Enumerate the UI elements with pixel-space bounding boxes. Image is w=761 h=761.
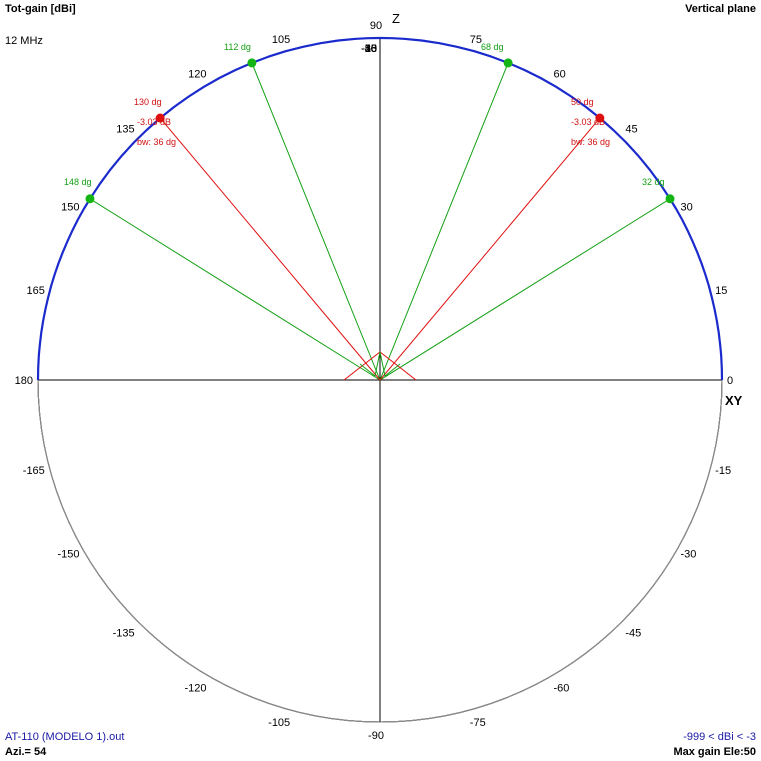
angle-tick-label: 75	[470, 34, 482, 46]
beamwidth-label: 130 dg	[134, 97, 162, 107]
angle-tick-label: 15	[715, 285, 727, 297]
half-power-point	[247, 58, 257, 68]
axis-labels: Z XY	[392, 11, 743, 408]
z-axis-label: Z	[392, 11, 400, 26]
angle-tick-label: -75	[470, 717, 486, 729]
azimuth-label: Azi.= 54	[5, 746, 47, 758]
marker-lines	[89, 62, 671, 381]
tick-labels: 0153045607590105120135150165180-165-150-…	[15, 20, 733, 742]
half-power-point	[503, 58, 513, 68]
radial-tick-label: 0	[371, 43, 377, 55]
gain-pattern	[36, 36, 724, 381]
half-power-point	[665, 194, 675, 204]
angle-tick-label: -30	[681, 549, 697, 561]
angle-tick-label: 105	[272, 34, 290, 46]
angle-tick-label: -135	[113, 627, 135, 639]
beamwidth-line	[159, 117, 381, 381]
radial-tick-label: -10	[361, 43, 377, 55]
half-power-label: 32 dg	[642, 177, 665, 187]
angle-tick-label: -165	[23, 465, 45, 477]
angle-tick-label: 60	[554, 68, 566, 80]
angle-tick-label: -120	[184, 683, 206, 695]
beamwidth-point	[595, 113, 605, 123]
half-power-line	[251, 62, 381, 381]
angle-tick-label: 45	[625, 124, 637, 136]
angle-tick-label: 0	[727, 375, 733, 387]
radial-tick-label: -6	[367, 43, 377, 55]
max-gain-label: Max gain Ele:50	[673, 746, 756, 758]
radial-tick-label: -30	[361, 43, 377, 55]
radial-tick-label: -40	[361, 43, 377, 55]
plane-label: Vertical plane	[685, 3, 756, 15]
marker-points	[85, 58, 675, 204]
angle-tick-label: -60	[554, 683, 570, 695]
angle-tick-label: -15	[715, 465, 731, 477]
angle-tick-label: 150	[61, 202, 79, 214]
half-power-line	[89, 198, 381, 381]
null-marker-green	[359, 351, 401, 377]
half-power-label: 68 dg	[481, 42, 504, 52]
beamwidth-point	[155, 113, 165, 123]
radial-tick-label: -50	[361, 43, 377, 55]
half-power-line	[379, 62, 509, 381]
radial-tick-label: -20	[361, 43, 377, 55]
angle-tick-label: 180	[15, 375, 33, 387]
angle-tick-label: 165	[26, 285, 44, 297]
half-power-point	[85, 194, 95, 204]
radial-tick-label: -3	[367, 43, 377, 55]
beamwidth-line	[379, 117, 601, 381]
beamwidth-label: -3.03 dB	[571, 117, 605, 127]
marker-annotations: 112 dg 68 dg 148 dg 32 dg 130 dg -3.03 dB bw: …	[64, 42, 665, 187]
angle-tick-label: 90	[370, 20, 382, 32]
angle-tick-label: -150	[57, 549, 79, 561]
angle-tick-label: -90	[368, 730, 384, 742]
angle-tick-label: 135	[116, 124, 134, 136]
angle-tick-label: -45	[625, 627, 641, 639]
angle-tick-label: 120	[188, 68, 206, 80]
half-power-label: 148 dg	[64, 177, 92, 187]
angle-tick-label: -105	[268, 717, 290, 729]
file-name: AT-110 (MODELO 1).out	[5, 731, 125, 743]
radial-tick-label: -15	[361, 43, 377, 55]
beamwidth-label: 50 dg	[571, 97, 594, 107]
frequency-label: 12 MHz	[5, 35, 43, 47]
xy-axis-label: XY	[725, 393, 743, 408]
chart-title: Tot-gain [dBi]	[5, 3, 76, 15]
beamwidth-label: bw: 36 dg	[137, 137, 176, 147]
gain-pattern-curve	[36, 36, 724, 381]
half-power-line	[379, 198, 671, 381]
half-power-label: 112 dg	[224, 42, 251, 52]
gain-range: -999 < dBi < -3	[683, 731, 756, 743]
beamwidth-label: bw: 36 dg	[571, 137, 610, 147]
beamwidth-label: -3.03 dB	[137, 117, 171, 127]
angle-tick-label: 30	[681, 202, 693, 214]
